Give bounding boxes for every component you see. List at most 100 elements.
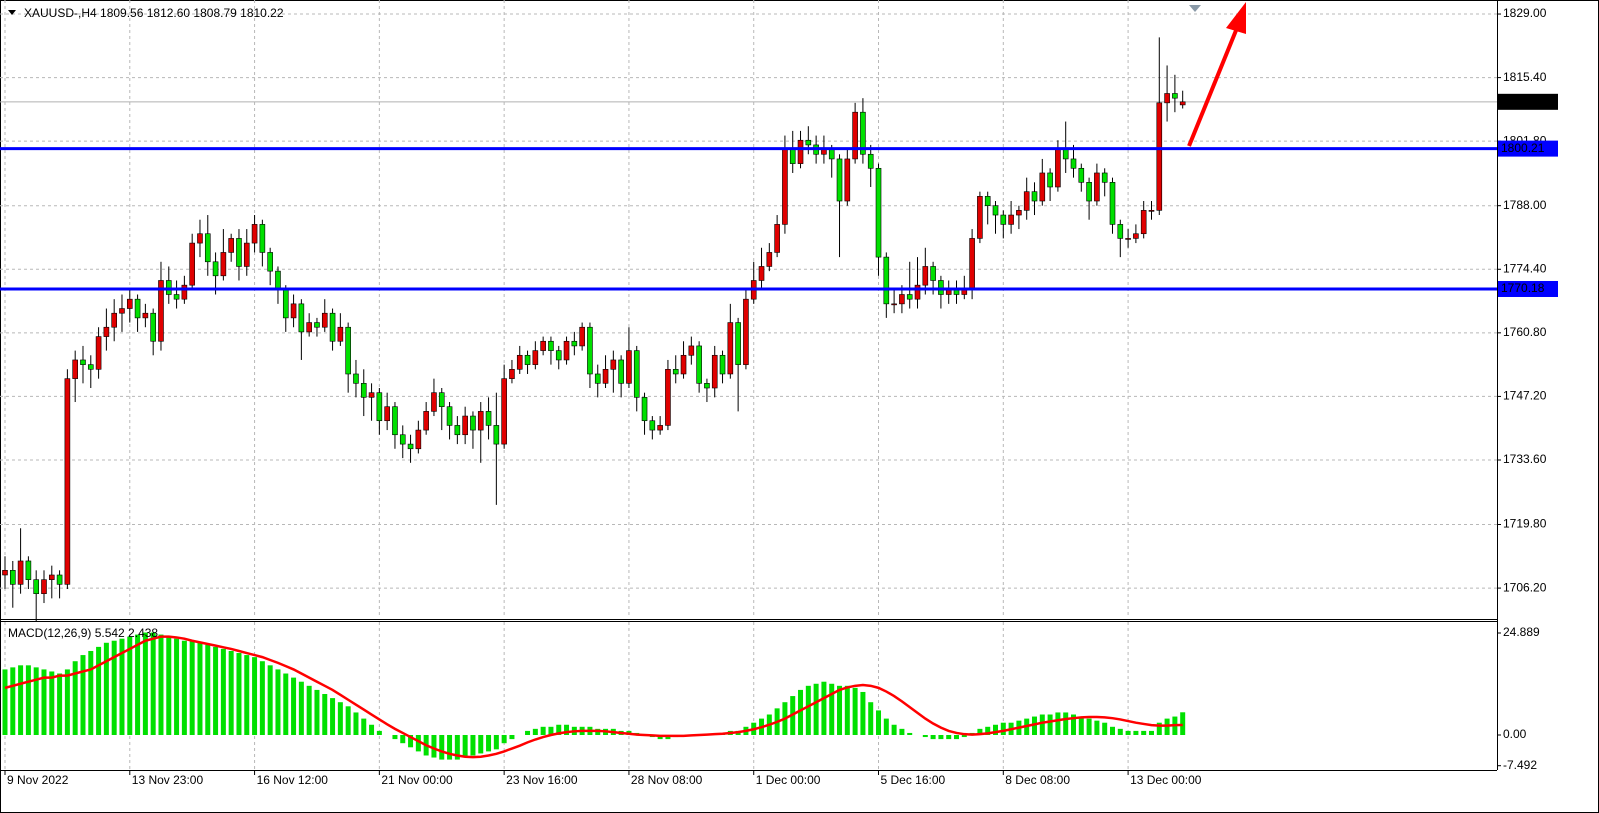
price-label: 1810.22 [1501,94,1545,108]
candle-body [9,570,16,585]
candle-body [984,196,991,206]
candle-body [579,326,585,347]
histogram-bar [103,642,109,735]
histogram-bar [10,667,16,735]
candle-body [181,284,188,300]
histogram-bar [813,683,819,735]
candle-body [844,158,851,202]
candle-body [1055,149,1061,188]
candle-body [509,369,515,379]
histogram-bar [556,724,562,735]
histogram-bar [213,646,219,735]
histogram-bar [252,657,258,735]
candle-body [969,238,975,291]
x-tick-label: 5 Dec 16:00 [881,773,946,787]
candle-body [1039,172,1046,202]
candle-body [852,111,858,160]
histogram-bar [158,634,164,735]
histogram-bar [1156,722,1162,735]
candle-body [56,574,63,585]
histogram-bar [1070,714,1076,735]
histogram-bar [922,734,928,738]
candle-body [87,364,94,370]
level-label-box [1498,140,1558,157]
candle-body [805,139,812,146]
candle-body [454,425,461,436]
y-tick-label: 24.889 [1503,625,1540,639]
histogram-bar [876,710,882,735]
candle-body [665,369,671,426]
x-tick-label: 13 Dec 00:00 [1130,773,1202,787]
candle-body [618,359,624,384]
candle-body [423,411,429,431]
histogram-bar [1141,730,1147,735]
histogram-bar [127,636,133,735]
histogram-bar [1109,726,1115,735]
candle-body [1094,172,1100,202]
histogram-bar [408,734,414,748]
candle-body [1109,182,1116,225]
histogram-bar [353,712,359,735]
candle-body [415,429,422,450]
histogram-bar [283,673,289,735]
candle-body [470,415,476,431]
histogram-bar [798,689,804,735]
histogram-bar [993,724,999,735]
histogram-bar [267,665,273,735]
histogram-bar [883,718,889,735]
histogram-bar [938,734,944,740]
candle-body [977,196,983,239]
histogram-bar [49,671,55,735]
candle-body [119,308,125,314]
candle-body [1008,214,1014,225]
histogram-bar [369,724,375,735]
histogram-bar [852,687,858,735]
y-tick-label: 1733.60 [1503,452,1547,466]
y-tick-label: 1788.00 [1503,198,1547,212]
histogram-bar [486,734,492,752]
candle-body [306,322,312,333]
histogram-bar [189,640,195,735]
candle-body [212,261,219,277]
histogram-bar [1133,730,1139,735]
histogram-bar [899,728,905,735]
histogram-bar [1032,716,1038,735]
candle-body [571,340,578,347]
candle-body [657,425,663,431]
histogram-bar [236,653,242,735]
histogram-bar [1078,716,1084,735]
candle-body [150,312,156,342]
candle-body [446,406,453,426]
candle-body [72,359,78,379]
candle-body [867,153,874,169]
histogram-bar [275,669,281,735]
histogram-bar [860,691,866,735]
candle-body [251,224,258,244]
y-tick-label: 1815.40 [1503,70,1547,84]
candle-body [610,359,617,370]
candle-body [267,252,273,272]
x-tick-label: 21 Nov 00:00 [381,773,453,787]
histogram-bar [977,728,983,735]
candle-body [134,298,141,319]
histogram-bar [142,632,148,735]
candle-body [1148,210,1155,212]
candle-body [329,312,336,342]
histogram-bar [322,694,328,735]
histogram-bar [1047,714,1053,735]
histogram-bar [392,734,398,740]
candle-body [197,233,203,244]
histogram-bar [64,669,70,735]
candle-body [891,303,897,306]
candle-body [641,397,648,422]
candle-body [727,322,734,375]
histogram-bar [181,640,187,735]
candle-body [594,373,601,384]
candle-body [438,392,445,408]
histogram-bar [961,734,967,738]
candle-body [602,369,609,384]
histogram-bar [470,734,476,756]
candle-body [142,312,149,319]
histogram-bar [80,655,86,735]
histogram-bar [1063,712,1069,735]
